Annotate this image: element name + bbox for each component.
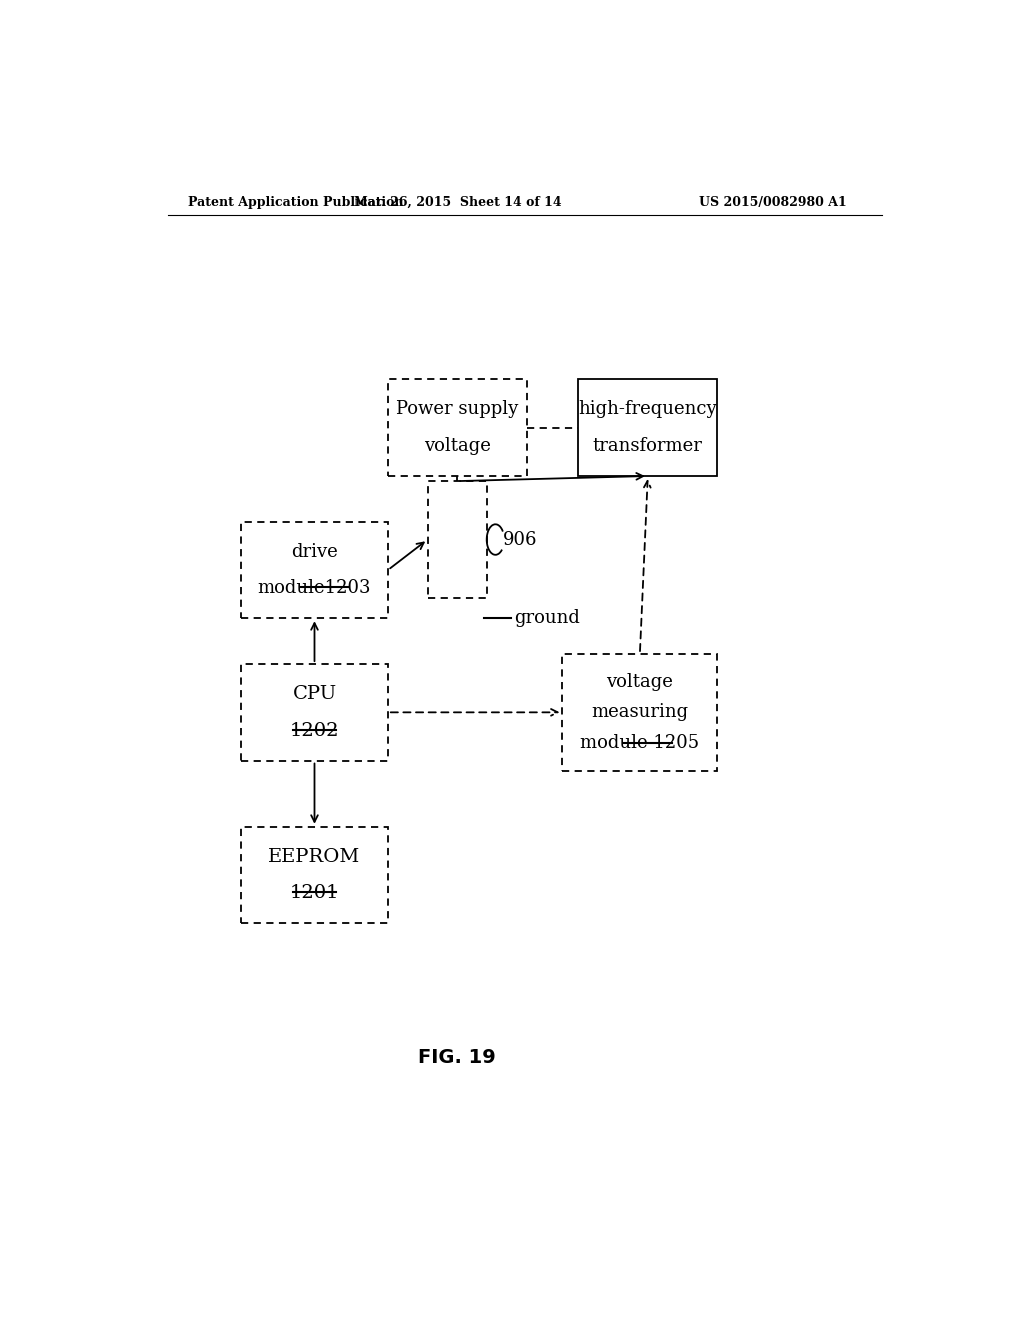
Text: Power supply: Power supply	[396, 400, 518, 418]
Text: FIG. 19: FIG. 19	[419, 1048, 497, 1068]
Bar	[241, 521, 388, 618]
Text: ground: ground	[514, 609, 580, 627]
Text: voltage: voltage	[424, 437, 490, 455]
Bar	[428, 480, 487, 598]
Text: EEPROM: EEPROM	[268, 847, 360, 866]
Text: module 1205: module 1205	[581, 734, 699, 752]
Text: Patent Application Publication: Patent Application Publication	[187, 195, 403, 209]
Text: CPU: CPU	[293, 685, 337, 704]
Text: 906: 906	[504, 531, 538, 549]
Bar	[579, 379, 717, 477]
Bar	[241, 664, 388, 760]
Bar	[388, 379, 526, 477]
Bar	[241, 826, 388, 923]
Text: 1202: 1202	[290, 722, 339, 739]
Bar	[562, 653, 717, 771]
Text: high-frequency: high-frequency	[579, 400, 717, 418]
Text: module1203: module1203	[258, 579, 372, 598]
Text: 1201: 1201	[290, 884, 339, 903]
Text: Mar. 26, 2015  Sheet 14 of 14: Mar. 26, 2015 Sheet 14 of 14	[353, 195, 561, 209]
Text: voltage: voltage	[606, 673, 674, 690]
Text: drive: drive	[291, 543, 338, 561]
Text: US 2015/0082980 A1: US 2015/0082980 A1	[699, 195, 847, 209]
Text: transformer: transformer	[593, 437, 702, 455]
Text: measuring: measuring	[591, 704, 688, 721]
